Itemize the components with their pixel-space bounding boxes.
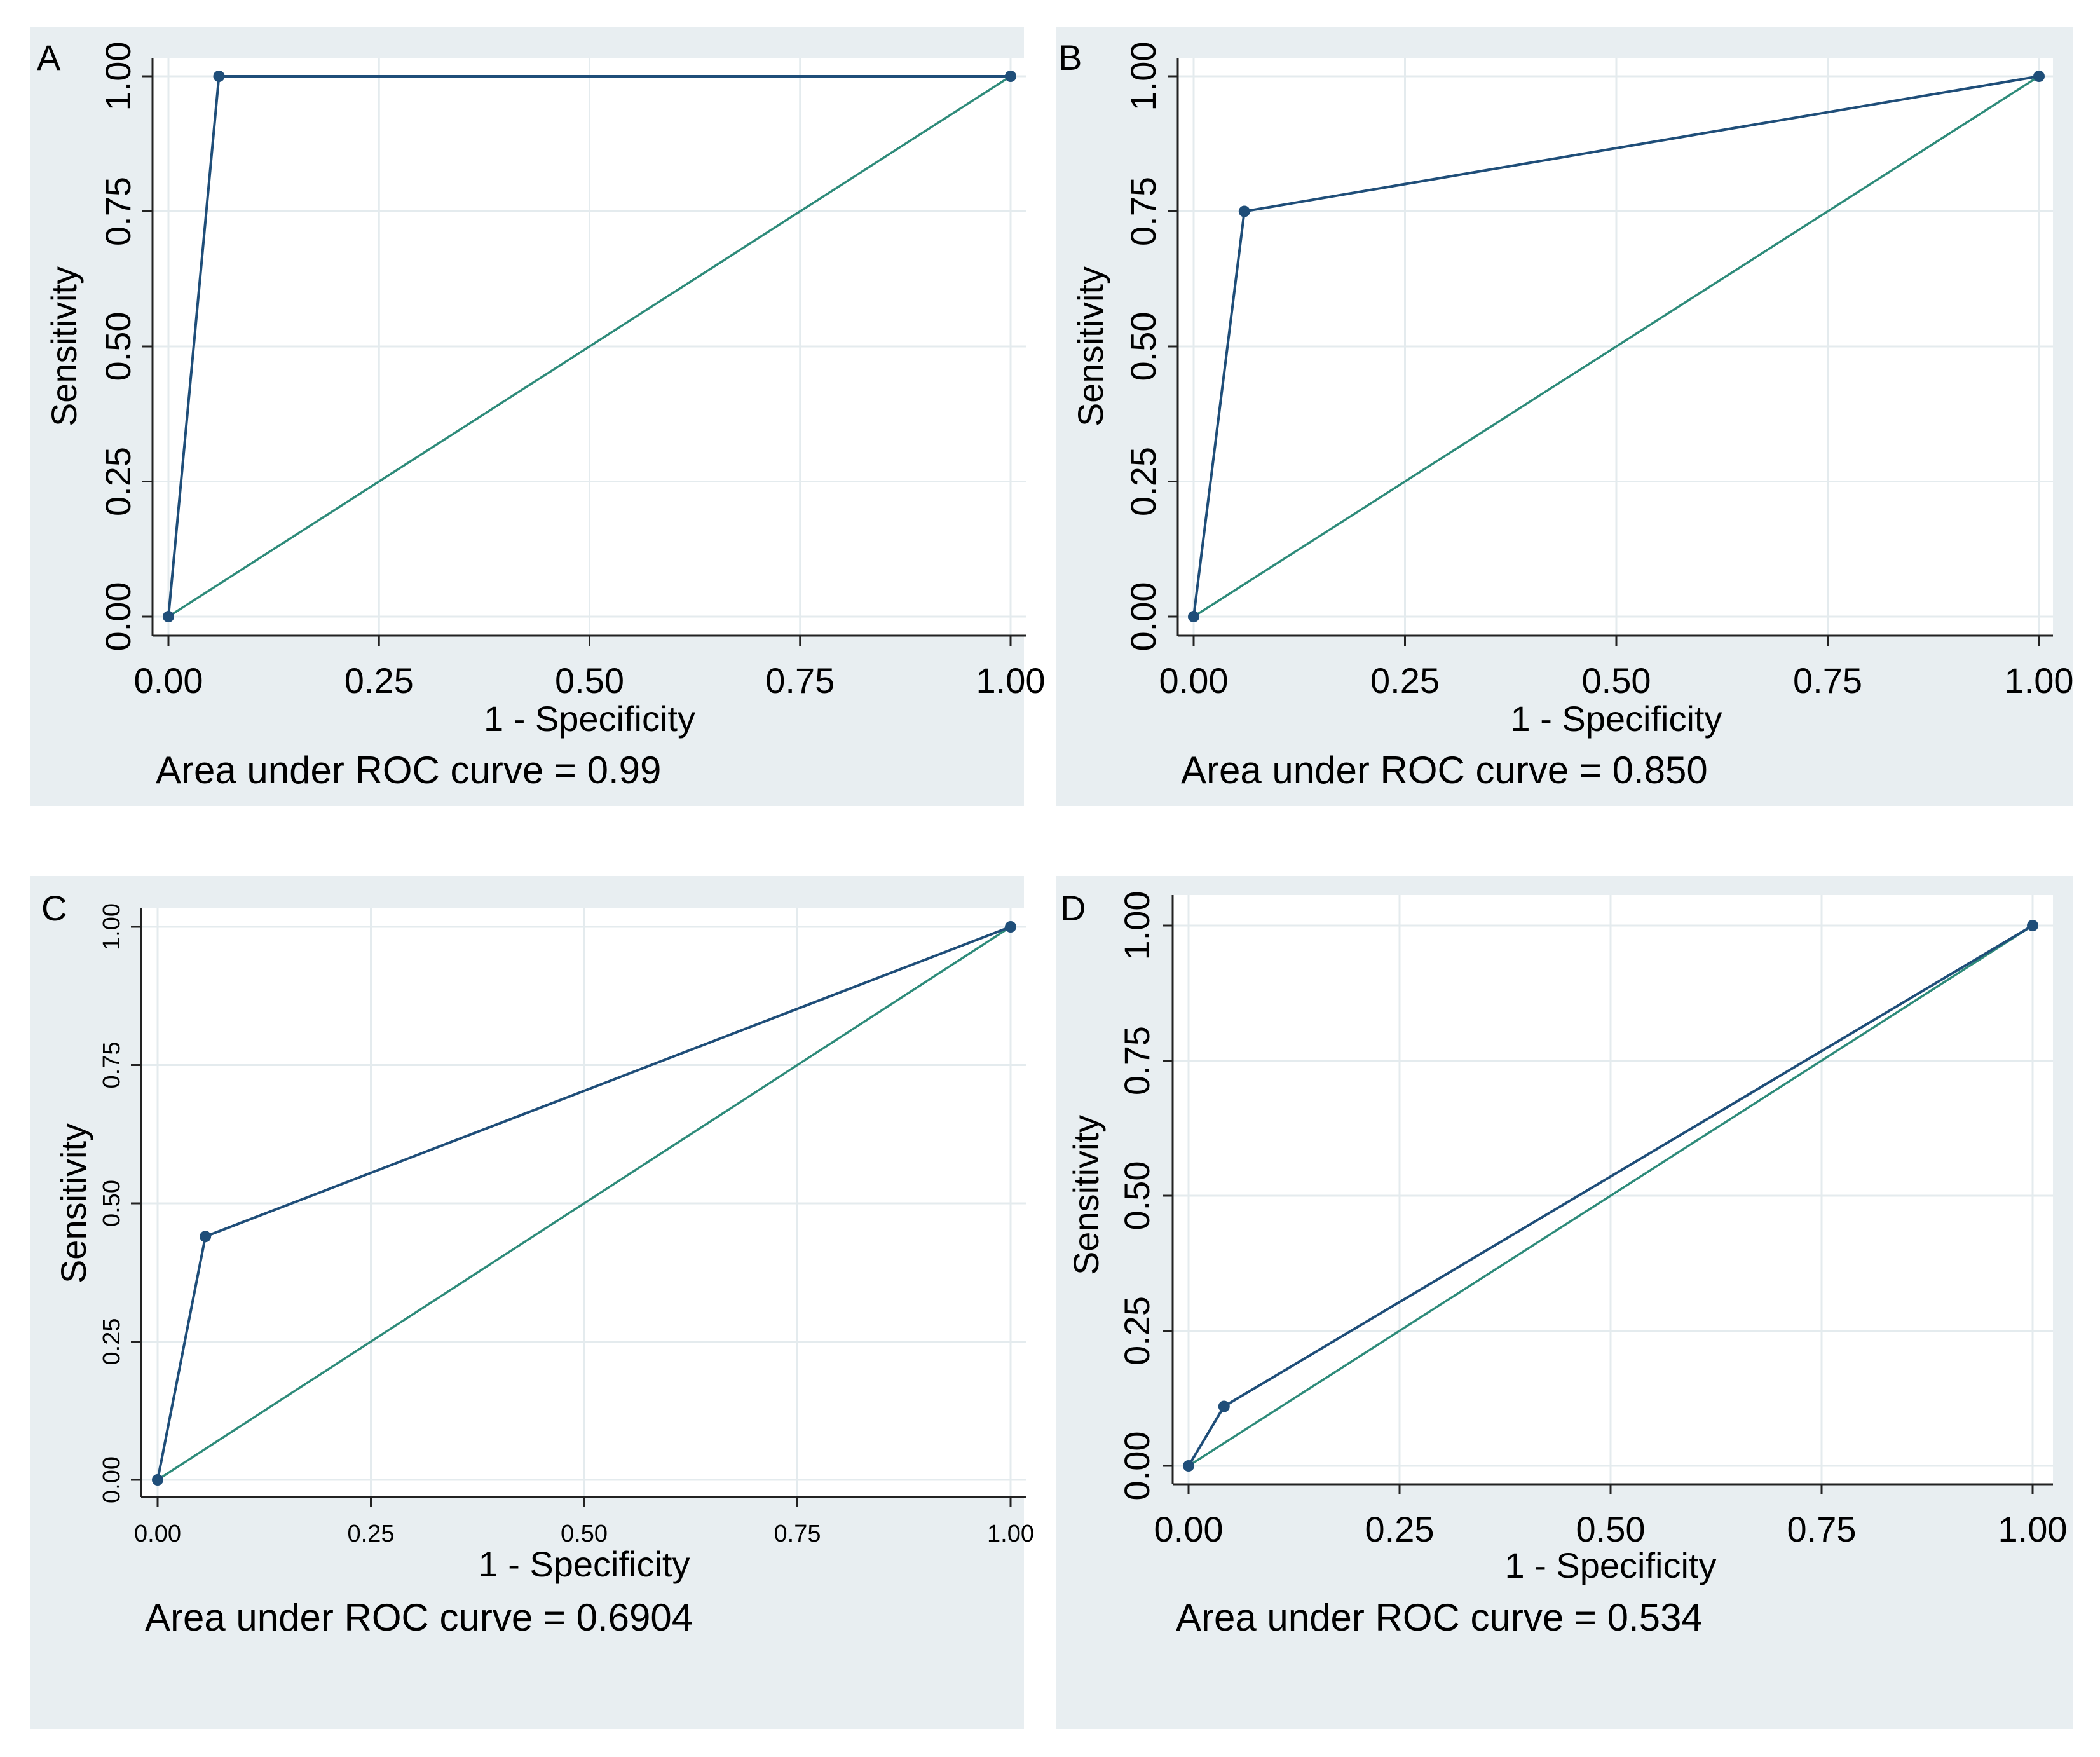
x-tick-label: 1.00 — [976, 660, 1046, 701]
panel-label: A — [37, 38, 61, 78]
x-tick-label: 0.25 — [344, 660, 414, 701]
x-axis-title: 1 - Specificity — [484, 699, 695, 739]
roc-point — [1183, 1460, 1194, 1472]
x-tick-label: 0.00 — [1159, 660, 1229, 701]
x-tick-label: 0.75 — [1787, 1509, 1857, 1549]
reference-line — [157, 926, 1011, 1481]
y-tick-label: 0.25 — [99, 1318, 125, 1365]
y-tick-label: 0.00 — [99, 1456, 125, 1503]
x-tick-label: 0.50 — [555, 660, 624, 701]
panel-b: 0.00 0.00 0.25 0.25 0.50 0.50 0.75 0.75 1.00 1.00… — [1056, 27, 2074, 806]
x-tick-label: 0.75 — [1793, 660, 1862, 701]
x-tick-label: 0.25 — [1370, 660, 1440, 701]
reference-line — [168, 75, 1011, 618]
x-tick-label: 0.50 — [561, 1521, 608, 1547]
x-tick-label: 0.50 — [1576, 1509, 1646, 1549]
panel-label: C — [41, 888, 67, 928]
reference-line — [1188, 924, 2033, 1467]
y-tick-label: 1.00 — [1123, 42, 1163, 111]
x-tick-label: 0.75 — [774, 1521, 821, 1547]
panel-label: B — [1058, 38, 1082, 78]
x-tick-label: 0.25 — [348, 1521, 395, 1547]
auc-annotation: Area under ROC curve = 0.534 — [1176, 1596, 1703, 1639]
y-axis-title: Sensitivity — [1066, 1115, 1106, 1275]
x-tick-label: 0.75 — [765, 660, 835, 701]
y-tick-label: 0.75 — [1123, 177, 1163, 246]
y-tick-label: 1.00 — [98, 42, 138, 111]
x-tick-label: 1.00 — [2005, 660, 2074, 701]
y-tick-label: 0.00 — [1123, 582, 1163, 652]
x-tick-label: 0.50 — [1582, 660, 1651, 701]
x-axis-title: 1 - Specificity — [479, 1544, 690, 1584]
y-tick-label: 0.25 — [1117, 1296, 1157, 1365]
y-tick-label: 0.50 — [98, 312, 138, 381]
x-tick-label: 1.00 — [1998, 1509, 2068, 1549]
reference-line — [1193, 75, 2040, 618]
y-axis-title: Sensitivity — [53, 1123, 93, 1283]
roc-point — [1188, 611, 1199, 622]
x-tick-label: 0.00 — [1154, 1509, 1224, 1549]
x-tick-label: 1.00 — [987, 1521, 1034, 1547]
x-tick-label: 0.00 — [134, 660, 203, 701]
y-tick-label: 1.00 — [1117, 891, 1157, 961]
roc-point — [1005, 71, 1016, 82]
y-tick-label: 0.50 — [99, 1180, 125, 1227]
panel-d: 0.00 0.00 0.25 0.25 0.50 0.50 0.75 0.75 1.00 1.00… — [1056, 876, 2073, 1729]
y-tick-label: 0.75 — [99, 1042, 125, 1089]
x-tick-label: 0.00 — [134, 1521, 181, 1547]
roc-point — [1005, 921, 1016, 933]
y-axis-title: Sensitivity — [44, 266, 84, 427]
y-axis-title: Sensitivity — [1070, 266, 1110, 427]
x-tick-label: 0.25 — [1365, 1509, 1435, 1549]
roc-point — [2027, 920, 2038, 931]
y-tick-label: 0.75 — [1117, 1026, 1157, 1095]
y-tick-label: 0.00 — [98, 582, 138, 652]
roc-point — [152, 1474, 163, 1486]
roc-point — [1218, 1400, 1230, 1412]
y-tick-label: 0.75 — [98, 177, 138, 246]
roc-point — [1238, 205, 1250, 217]
y-tick-label: 0.25 — [98, 447, 138, 516]
plot-area — [1173, 895, 2053, 1484]
roc-point — [200, 1231, 212, 1243]
y-tick-label: 0.00 — [1117, 1432, 1157, 1501]
panel-a: 0.00 0.00 0.25 0.25 0.50 0.50 0.75 0.75 1.00 1.00… — [30, 27, 1046, 806]
panel-label: D — [1060, 888, 1086, 928]
y-tick-label: 0.50 — [1123, 312, 1163, 381]
y-tick-label: 1.00 — [99, 903, 125, 950]
roc-point — [213, 71, 225, 82]
auc-annotation: Area under ROC curve = 0.6904 — [145, 1596, 693, 1639]
y-tick-label: 0.25 — [1123, 447, 1163, 516]
panel-c: 0.00 0.00 0.25 0.25 0.50 0.50 0.75 0.75 1.00 1.00… — [30, 876, 1034, 1729]
y-tick-label: 0.50 — [1117, 1161, 1157, 1231]
x-axis-title: 1 - Specificity — [1511, 699, 1722, 739]
auc-annotation: Area under ROC curve = 0.850 — [1181, 749, 1708, 791]
x-axis-title: 1 - Specificity — [1505, 1545, 1717, 1585]
roc-point — [163, 611, 174, 622]
auc-annotation: Area under ROC curve = 0.99 — [156, 749, 661, 791]
roc-point — [2033, 71, 2045, 82]
